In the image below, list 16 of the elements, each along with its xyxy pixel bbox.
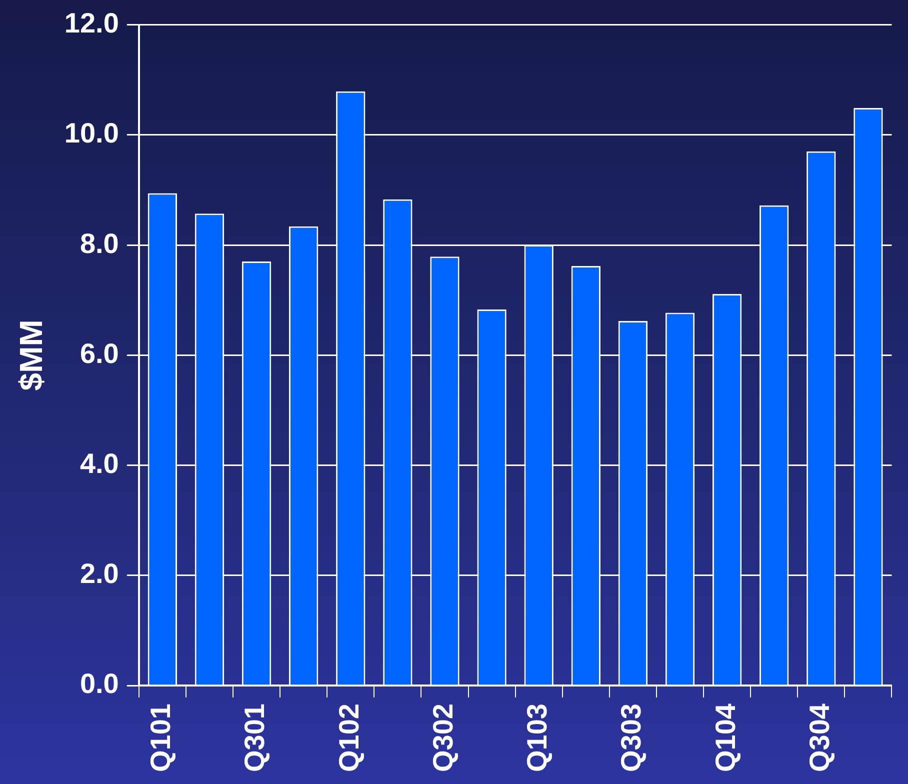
y-tick-label: 10.0 — [64, 118, 119, 149]
x-tick-label: Q103 — [522, 704, 553, 772]
y-tick-label: 4.0 — [80, 448, 119, 479]
y-tick-label: 2.0 — [80, 558, 119, 590]
y-tick-label: 8.0 — [80, 228, 119, 259]
x-tick-label: Q102 — [333, 704, 364, 772]
x-tick-label: Q104 — [710, 703, 741, 772]
x-tick-label: Q101 — [145, 704, 176, 772]
y-tick-label: 6.0 — [80, 338, 119, 369]
y-tick-label: 12.0 — [64, 8, 119, 39]
x-tick-label: Q302 — [427, 704, 458, 772]
x-tick-label: Q301 — [239, 704, 270, 772]
x-tick-label: Q304 — [804, 703, 835, 772]
y-axis-title: $MM — [13, 320, 50, 391]
y-tick-label: 0.0 — [80, 668, 119, 700]
x-tick-label: Q303 — [616, 704, 647, 772]
